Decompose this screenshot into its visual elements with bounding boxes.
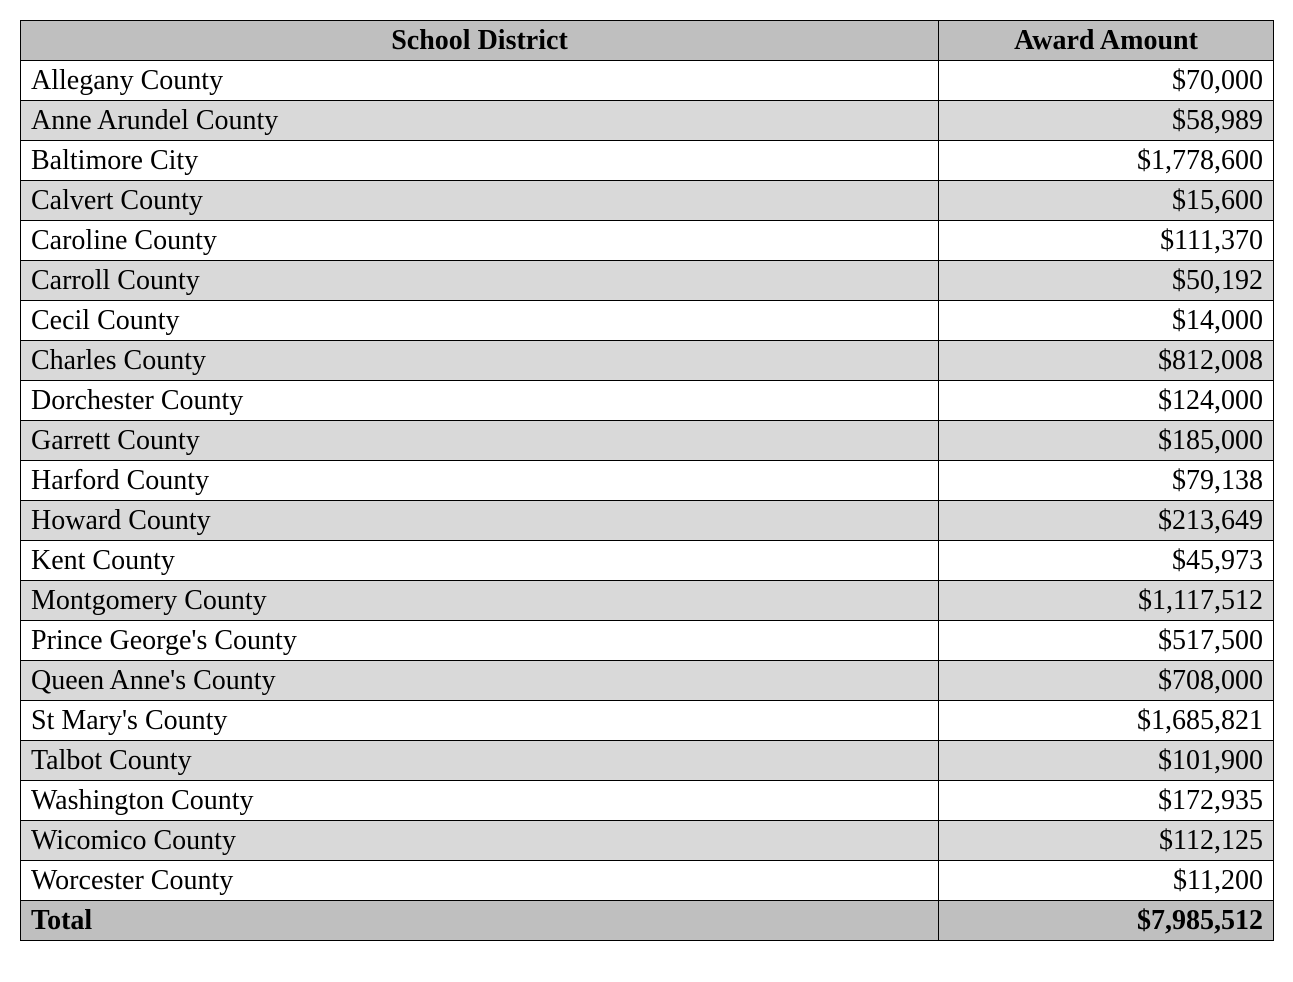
- table-row: Worcester County$11,200: [21, 861, 1274, 901]
- amount-cell: $14,000: [939, 301, 1274, 341]
- table-row: Anne Arundel County$58,989: [21, 101, 1274, 141]
- amount-cell: $79,138: [939, 461, 1274, 501]
- amount-cell: $45,973: [939, 541, 1274, 581]
- table-row: Montgomery County$1,117,512: [21, 581, 1274, 621]
- district-cell: Caroline County: [21, 221, 939, 261]
- table-row: Wicomico County$112,125: [21, 821, 1274, 861]
- district-cell: Charles County: [21, 341, 939, 381]
- amount-cell: $11,200: [939, 861, 1274, 901]
- amount-cell: $111,370: [939, 221, 1274, 261]
- amount-cell: $70,000: [939, 61, 1274, 101]
- district-cell: Wicomico County: [21, 821, 939, 861]
- district-cell: St Mary's County: [21, 701, 939, 741]
- column-header-district: School District: [21, 21, 939, 61]
- total-row: Total$7,985,512: [21, 901, 1274, 941]
- table-row: Garrett County$185,000: [21, 421, 1274, 461]
- district-cell: Baltimore City: [21, 141, 939, 181]
- table-row: Kent County$45,973: [21, 541, 1274, 581]
- amount-cell: $101,900: [939, 741, 1274, 781]
- table-row: Queen Anne's County$708,000: [21, 661, 1274, 701]
- table-body: Allegany County$70,000Anne Arundel Count…: [21, 61, 1274, 941]
- district-cell: Queen Anne's County: [21, 661, 939, 701]
- district-cell: Carroll County: [21, 261, 939, 301]
- district-cell: Howard County: [21, 501, 939, 541]
- column-header-amount: Award Amount: [939, 21, 1274, 61]
- amount-cell: $15,600: [939, 181, 1274, 221]
- table-row: St Mary's County$1,685,821: [21, 701, 1274, 741]
- district-cell: Cecil County: [21, 301, 939, 341]
- amount-cell: $708,000: [939, 661, 1274, 701]
- table-row: Howard County$213,649: [21, 501, 1274, 541]
- table-row: Dorchester County$124,000: [21, 381, 1274, 421]
- table-header-row: School District Award Amount: [21, 21, 1274, 61]
- table-row: Charles County$812,008: [21, 341, 1274, 381]
- amount-cell: $185,000: [939, 421, 1274, 461]
- amount-cell: $812,008: [939, 341, 1274, 381]
- table-row: Allegany County$70,000: [21, 61, 1274, 101]
- award-table: School District Award Amount Allegany Co…: [20, 20, 1274, 941]
- amount-cell: $112,125: [939, 821, 1274, 861]
- table-row: Baltimore City$1,778,600: [21, 141, 1274, 181]
- total-label: Total: [21, 901, 939, 941]
- amount-cell: $172,935: [939, 781, 1274, 821]
- total-amount: $7,985,512: [939, 901, 1274, 941]
- district-cell: Montgomery County: [21, 581, 939, 621]
- table-row: Calvert County$15,600: [21, 181, 1274, 221]
- amount-cell: $1,117,512: [939, 581, 1274, 621]
- table-row: Caroline County$111,370: [21, 221, 1274, 261]
- district-cell: Worcester County: [21, 861, 939, 901]
- district-cell: Garrett County: [21, 421, 939, 461]
- district-cell: Allegany County: [21, 61, 939, 101]
- amount-cell: $58,989: [939, 101, 1274, 141]
- district-cell: Kent County: [21, 541, 939, 581]
- amount-cell: $50,192: [939, 261, 1274, 301]
- district-cell: Harford County: [21, 461, 939, 501]
- district-cell: Anne Arundel County: [21, 101, 939, 141]
- amount-cell: $1,685,821: [939, 701, 1274, 741]
- district-cell: Dorchester County: [21, 381, 939, 421]
- table-row: Washington County$172,935: [21, 781, 1274, 821]
- amount-cell: $1,778,600: [939, 141, 1274, 181]
- amount-cell: $124,000: [939, 381, 1274, 421]
- table-row: Cecil County$14,000: [21, 301, 1274, 341]
- district-cell: Calvert County: [21, 181, 939, 221]
- table-row: Carroll County$50,192: [21, 261, 1274, 301]
- table-row: Talbot County$101,900: [21, 741, 1274, 781]
- district-cell: Talbot County: [21, 741, 939, 781]
- district-cell: Prince George's County: [21, 621, 939, 661]
- amount-cell: $213,649: [939, 501, 1274, 541]
- district-cell: Washington County: [21, 781, 939, 821]
- amount-cell: $517,500: [939, 621, 1274, 661]
- table-row: Harford County$79,138: [21, 461, 1274, 501]
- table-row: Prince George's County$517,500: [21, 621, 1274, 661]
